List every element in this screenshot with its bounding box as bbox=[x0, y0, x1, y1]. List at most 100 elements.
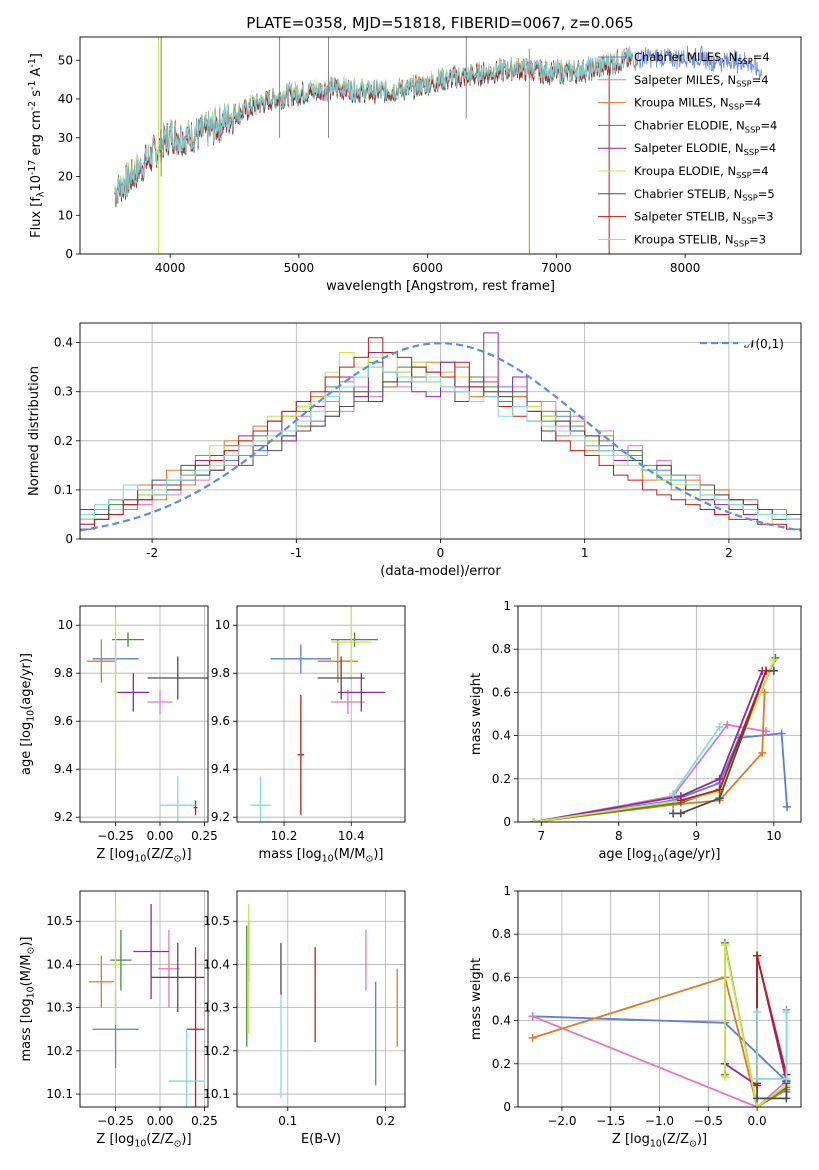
y-tick-label: 0.4 bbox=[492, 729, 511, 743]
legend-label: Salpeter STELIB, NSSP=3 bbox=[634, 210, 774, 226]
y-tick-label: 10.3 bbox=[203, 1001, 230, 1015]
legend-label: Kroupa STELIB, NSSP=3 bbox=[634, 232, 766, 248]
legend-label: Kroupa MILES, NSSP=4 bbox=[634, 96, 761, 112]
y-tick-label: 0.6 bbox=[492, 685, 511, 699]
y-tick-label: 10 bbox=[58, 618, 73, 632]
plot-area-massweight_vs_age bbox=[529, 653, 792, 822]
x-axis-label: wavelength [Angstrom, rest frame] bbox=[326, 279, 555, 294]
y-tick-label: 10.4 bbox=[46, 957, 73, 971]
y-tick-label: 10.5 bbox=[203, 914, 230, 928]
y-axis-label: mass weight bbox=[469, 958, 484, 1040]
axes-frame-age_vs_Z bbox=[79, 605, 209, 823]
y-tick-label: 40 bbox=[58, 92, 73, 106]
x-tick-label: 8 bbox=[615, 829, 623, 843]
y-tick-label: 10.3 bbox=[46, 1001, 73, 1015]
y-tick-label: 0 bbox=[65, 532, 73, 546]
normal-curve bbox=[80, 342, 801, 532]
y-tick-label: 9.8 bbox=[211, 666, 230, 680]
weight-line bbox=[533, 670, 764, 822]
weight-marker bbox=[782, 1074, 791, 1083]
axes-age_vs_Z: −0.25 0.00 0.25 9.2 9.4 9.6 9.8 10 Z [log10(Z/Z⊙… bbox=[19, 605, 218, 864]
y-tick-label: 1 bbox=[503, 599, 511, 613]
x-tick-label: −0.5 bbox=[694, 1114, 723, 1128]
plot-area-spectrum bbox=[114, 37, 763, 254]
weight-marker bbox=[762, 666, 771, 675]
spectrum-line bbox=[114, 47, 632, 203]
weight-marker bbox=[715, 722, 724, 731]
grid-mass_vs_ebv bbox=[237, 891, 405, 1107]
weight-marker bbox=[528, 1033, 537, 1042]
y-axis-label: Normed distribution bbox=[27, 366, 42, 496]
x-tick-label: 0.25 bbox=[191, 1114, 218, 1128]
x-tick-label: 7 bbox=[537, 829, 545, 843]
x-tick-label: 7000 bbox=[541, 261, 572, 275]
x-tick-label: 10.4 bbox=[338, 829, 365, 843]
y-tick-label: 10 bbox=[215, 618, 230, 632]
y-tick-label: 0.3 bbox=[54, 385, 73, 399]
y-tick-label: 10.1 bbox=[203, 1087, 230, 1101]
plot-area-mass_vs_Z bbox=[88, 903, 205, 1107]
axes-frame-spectrum bbox=[79, 36, 802, 255]
y-tick-label: 9.6 bbox=[54, 714, 73, 728]
axes-massweight_vs_Z: −2.0 −1.5 −1.0 −0.5 0.0 0 0.2 0.4 0.6 0.8 1 Z [log1… bbox=[469, 884, 802, 1149]
y-tick-label: 20 bbox=[58, 170, 73, 184]
x-tick-label: 5000 bbox=[284, 261, 315, 275]
axes-residuals: -2 -1 0 1 2 0 0.1 0.2 0.3 0.4 (data-model)/error No… bbox=[27, 322, 802, 579]
y-tick-label: 0.2 bbox=[492, 772, 511, 786]
y-axis-label: mass weight bbox=[469, 673, 484, 755]
axes-frame-massweight_vs_Z bbox=[517, 890, 802, 1108]
y-tick-label: 0.2 bbox=[54, 434, 73, 448]
figure-title: PLATE=0358, MJD=51818, FIBERID=0067, z=0… bbox=[246, 14, 633, 32]
legend-label-normal: 𝒩(0,1) bbox=[744, 337, 784, 351]
weight-line bbox=[724, 944, 787, 1107]
legend-label: Salpeter ELODIE, NSSP=4 bbox=[634, 141, 776, 157]
y-tick-label: 9.4 bbox=[211, 762, 230, 776]
y-tick-label: 0.6 bbox=[492, 970, 511, 984]
weight-line bbox=[672, 726, 721, 795]
x-axis-label: Z [log10(Z/Z⊙)] bbox=[612, 1132, 707, 1149]
x-tick-label: −0.25 bbox=[97, 1114, 134, 1128]
y-tick-label: 9.8 bbox=[54, 666, 73, 680]
legend-label: Kroupa ELODIE, NSSP=4 bbox=[634, 164, 769, 180]
y-tick-label: 10 bbox=[58, 208, 73, 222]
y-tick-label: 9.2 bbox=[211, 810, 230, 824]
weight-marker bbox=[753, 1007, 762, 1016]
y-tick-label: 9.2 bbox=[54, 810, 73, 824]
x-axis-label: Z [log10(Z/Z⊙)] bbox=[96, 847, 191, 864]
x-tick-label: 0.0 bbox=[748, 1114, 767, 1128]
y-tick-label: 0.4 bbox=[54, 336, 73, 350]
x-axis-label: Z [log10(Z/Z⊙)] bbox=[96, 1132, 191, 1149]
y-tick-label: 1 bbox=[503, 884, 511, 898]
weight-marker bbox=[676, 796, 685, 805]
y-tick-label: 0.2 bbox=[492, 1057, 511, 1071]
weight-marker bbox=[769, 666, 778, 675]
axes-frame-mass_vs_ebv bbox=[236, 890, 406, 1108]
weight-marker bbox=[753, 1094, 762, 1103]
axes-spectrum: 4000 5000 6000 7000 8000 0 10 20 30 40 50 wavelengt… bbox=[27, 36, 802, 294]
y-tick-label: 9.6 bbox=[211, 714, 230, 728]
plot-area-massweight_vs_Z bbox=[528, 938, 791, 1107]
plot-area-age_vs_mass bbox=[250, 606, 385, 822]
weight-marker bbox=[782, 1007, 791, 1016]
plot-area-residuals bbox=[80, 332, 801, 539]
y-tick-label: 50 bbox=[58, 53, 73, 67]
y-tick-label: 0 bbox=[503, 1100, 511, 1114]
weight-marker bbox=[715, 785, 724, 794]
weight-marker bbox=[669, 789, 678, 798]
weight-marker bbox=[669, 809, 678, 818]
x-tick-label: −0.25 bbox=[97, 829, 134, 843]
y-tick-label: 0.4 bbox=[492, 1014, 511, 1028]
x-tick-label: 0 bbox=[437, 546, 445, 560]
weight-line bbox=[533, 732, 788, 822]
axes-mass_vs_ebv: 0.1 0.2 10.1 10.2 10.3 10.4 10.5 E(B-V) bbox=[203, 890, 406, 1147]
weight-marker bbox=[760, 688, 769, 697]
x-tick-label: 0.1 bbox=[278, 1114, 297, 1128]
x-axis-label: age [log10(age/yr)] bbox=[598, 847, 720, 864]
axes-frame-age_vs_mass bbox=[236, 605, 406, 823]
y-tick-label: 10.2 bbox=[46, 1044, 73, 1058]
x-tick-label: −1.0 bbox=[645, 1114, 674, 1128]
grid-mass_vs_Z bbox=[80, 891, 208, 1107]
x-tick-label: -1 bbox=[290, 546, 302, 560]
plot-area-mass_vs_ebv bbox=[246, 903, 398, 1099]
